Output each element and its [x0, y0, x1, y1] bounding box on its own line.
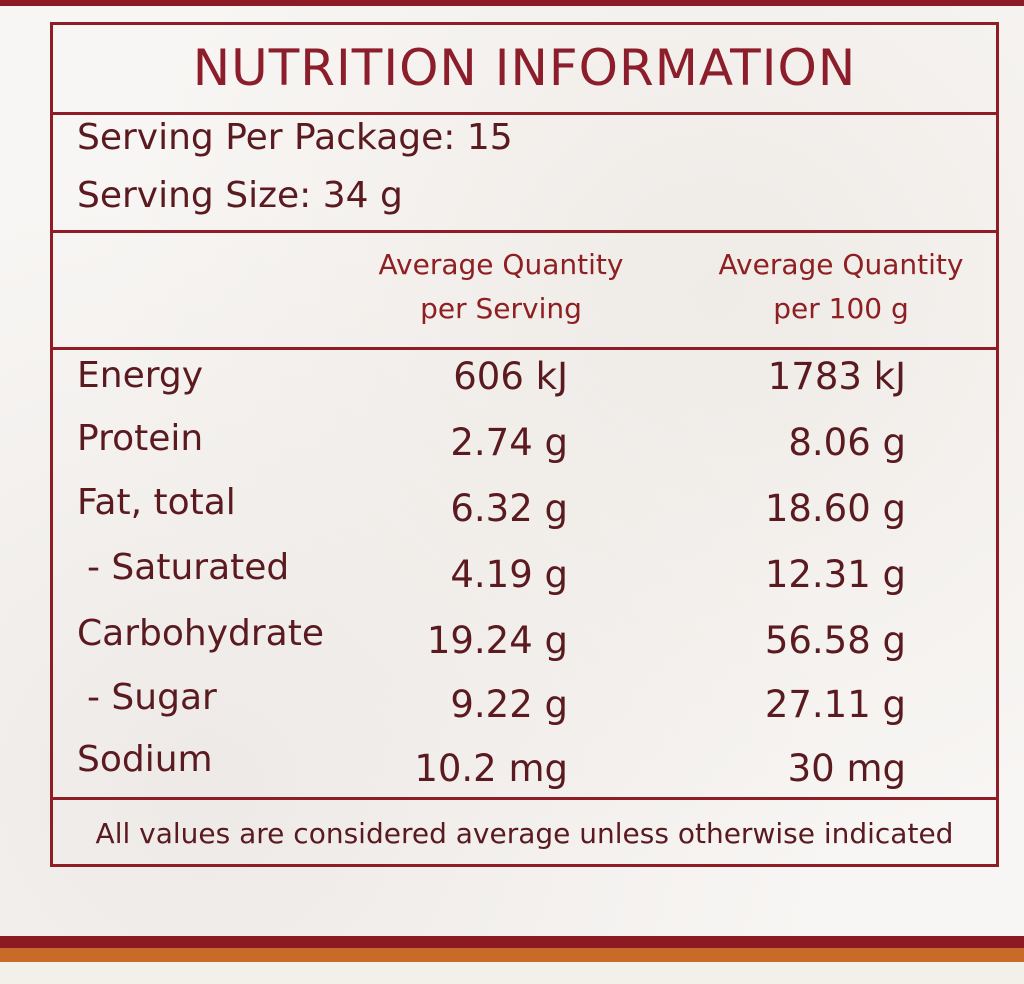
column-header-per-serving-line2: per Serving	[420, 292, 582, 325]
value-carbohydrate-per-100g: 56.58 g	[764, 619, 906, 662]
column-header-per-serving-line1: Average Quantity	[378, 248, 624, 281]
bottom-band-red	[0, 936, 1024, 948]
value-sugar-per-serving: 9.22 g	[450, 683, 568, 726]
serving-per-package: Serving Per Package: 15	[77, 117, 513, 158]
panel-title: NUTRITION INFORMATION	[192, 39, 857, 97]
value-sugar-per-100g: 27.11 g	[764, 683, 906, 726]
column-header-per-100g-line1: Average Quantity	[718, 248, 964, 281]
bottom-band-orange	[0, 948, 1024, 962]
divider-serving	[53, 230, 996, 233]
value-fat-total-per-100g: 18.60 g	[764, 487, 906, 530]
column-header-per-100g-line2: per 100 g	[773, 292, 909, 325]
value-protein-per-100g: 8.06 g	[788, 421, 906, 464]
row-label-carbohydrate: Carbohydrate	[77, 613, 324, 654]
footer-note: All values are considered average unless…	[95, 817, 954, 850]
top-border-edge	[0, 0, 1024, 6]
value-energy-per-serving: 606 kJ	[453, 355, 568, 398]
divider-title	[53, 112, 996, 115]
value-protein-per-serving: 2.74 g	[450, 421, 568, 464]
nutrition-panel: NUTRITION INFORMATION Serving Per Packag…	[50, 22, 999, 867]
column-header-per-serving: Average Quantity per Serving	[361, 243, 641, 331]
row-label-sugar: - Sugar	[87, 677, 217, 718]
value-sodium-per-serving: 10.2 mg	[414, 747, 568, 790]
value-energy-per-100g: 1783 kJ	[767, 355, 906, 398]
row-label-energy: Energy	[77, 355, 204, 396]
column-header-per-100g: Average Quantity per 100 g	[701, 243, 981, 331]
value-carbohydrate-per-serving: 19.24 g	[426, 619, 568, 662]
row-label-sodium: Sodium	[77, 739, 213, 780]
row-label-protein: Protein	[77, 418, 204, 459]
bottom-band-cream	[0, 962, 1024, 984]
value-saturated-per-100g: 12.31 g	[764, 553, 906, 596]
row-label-fat-total: Fat, total	[77, 482, 236, 523]
value-saturated-per-serving: 4.19 g	[450, 553, 568, 596]
value-sodium-per-100g: 30 mg	[787, 747, 906, 790]
value-fat-total-per-serving: 6.32 g	[450, 487, 568, 530]
divider-footer	[53, 797, 996, 800]
divider-header	[53, 347, 996, 350]
serving-size: Serving Size: 34 g	[77, 175, 403, 216]
row-label-saturated: - Saturated	[87, 547, 290, 588]
